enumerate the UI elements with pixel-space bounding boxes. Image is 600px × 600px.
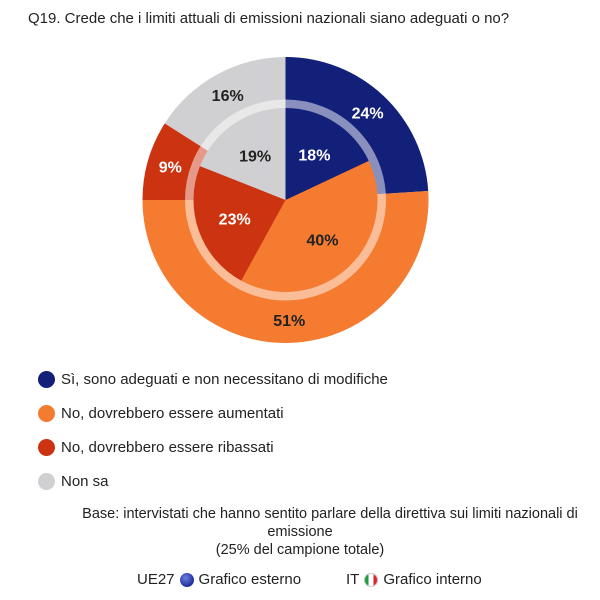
slice-value-label: 23%	[219, 211, 251, 228]
eu-flag-icon	[179, 572, 194, 587]
slice-value-label: 51%	[273, 313, 305, 330]
legend-item-ribassati: No, dovrebbero essere ribassati	[38, 430, 388, 464]
chart-title: Q19. Crede che i limiti attuali di emiss…	[28, 10, 510, 27]
legend-swatch-icon	[38, 472, 55, 490]
inner-code: IT	[346, 571, 360, 588]
outer-label: Grafico esterno	[198, 571, 302, 588]
base-line-2: emissione	[267, 524, 333, 540]
legend-item-non-sa: Non sa	[38, 464, 388, 498]
footer-outer-key: UE27 Grafico esterno	[137, 571, 301, 588]
pie-slice	[199, 108, 286, 200]
base-note: Base: intervistati che hanno sentito par…	[0, 505, 600, 559]
slice-value-label: 19%	[239, 148, 271, 165]
nested-pie-chart: 24% 51% 9% 16% 18% 40% 23% 19%	[142, 57, 429, 344]
slice-value-label: 16%	[212, 88, 244, 105]
slice-value-label: 40%	[306, 232, 338, 249]
inner-pie-it	[193, 108, 378, 293]
italy-flag-icon	[364, 572, 379, 587]
footer-inner-key: IT Grafico interno	[346, 571, 482, 588]
legend-item-aumentati: No, dovrebbero essere aumentati	[38, 396, 388, 430]
pie-slice	[193, 166, 286, 281]
inner-label: Grafico interno	[383, 571, 482, 588]
slice-value-label: 18%	[298, 147, 330, 164]
legend-item-si-adeguati: Sì, sono adeguati e non necessitano di m…	[38, 362, 388, 396]
legend-label: Non sa	[61, 472, 109, 490]
slice-labels: 24% 51% 9% 16% 18% 40% 23% 19%	[159, 88, 384, 330]
base-line-3: (25% del campione totale)	[215, 542, 385, 558]
pie-slice	[285, 108, 369, 200]
legend-label: No, dovrebbero essere ribassati	[61, 438, 274, 456]
slice-value-label: 9%	[159, 160, 182, 177]
legend-swatch-icon	[38, 404, 55, 422]
slice-value-label: 24%	[352, 106, 384, 123]
legend: Sì, sono adeguati e non necessitano di m…	[38, 362, 388, 498]
base-line-1: Base: intervistati che hanno sentito par…	[82, 506, 578, 522]
legend-swatch-icon	[38, 438, 55, 456]
legend-label: No, dovrebbero essere aumentati	[61, 404, 284, 422]
legend-label: Sì, sono adeguati e non necessitano di m…	[61, 370, 388, 388]
ring-separator	[185, 99, 386, 301]
pie-slice	[241, 160, 378, 293]
outer-code: UE27	[137, 571, 175, 588]
legend-swatch-icon	[38, 370, 55, 388]
